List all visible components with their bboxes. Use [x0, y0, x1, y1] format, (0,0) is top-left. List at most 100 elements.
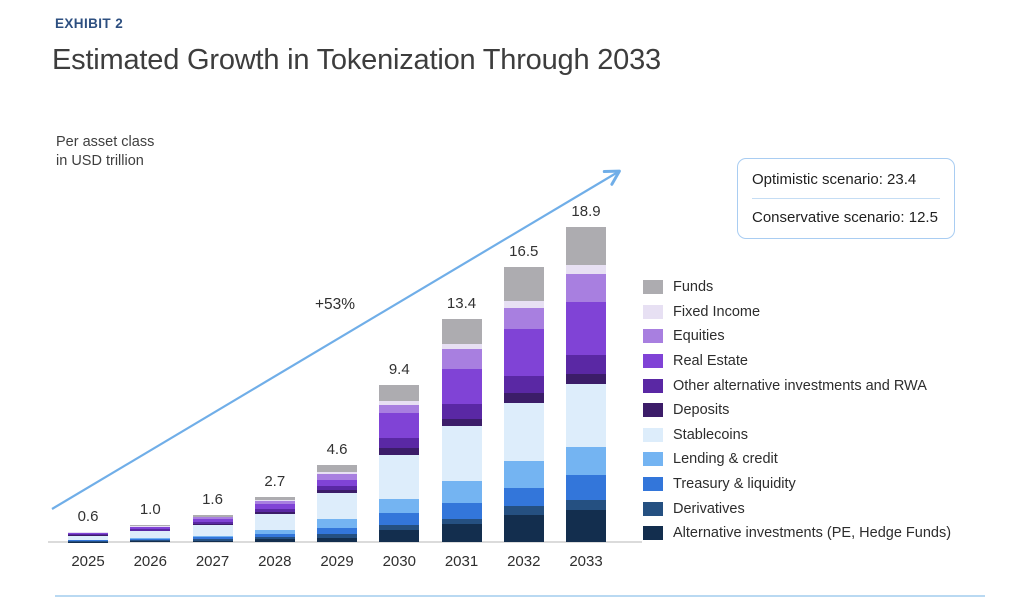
bar-segment-derivatives [503, 506, 544, 516]
bar-segment-lending-credit [441, 481, 482, 503]
legend-swatch-funds [643, 280, 663, 295]
exhibit-label: EXHIBIT 2 [55, 16, 124, 31]
legend-label-real-estate: Real Estate [673, 353, 748, 370]
bar-segment-equities [254, 501, 295, 504]
bar-segment-real-estate [379, 412, 420, 438]
bar-segment-lending-credit [254, 530, 295, 535]
bar-segment-fixed-income [441, 344, 482, 350]
bar-segment-alternative-investments-pe-hedge-funds [379, 530, 420, 542]
bar-segment-deposits [254, 512, 295, 514]
bar-segment-other-alternative-investments-and-rwa [566, 355, 606, 374]
legend-item-deposits: Deposits [643, 398, 951, 423]
bar-segment-funds [130, 525, 171, 527]
x-axis-baseline [48, 541, 642, 543]
legend-item-other-alternative-investments-and-rwa: Other alternative investments and RWA [643, 373, 951, 398]
growth-percent-label: +53% [314, 296, 356, 313]
bar-total-label-2030: 9.4 [388, 361, 410, 379]
page-title: Estimated Growth in Tokenization Through… [52, 44, 661, 76]
bar-segment-deposits [566, 373, 606, 384]
bar-segment-treasury-liquidity [130, 539, 171, 541]
x-axis-label-2029: 2029 [320, 553, 354, 570]
bar-total-label-2028: 2.7 [264, 472, 286, 490]
bar-2030 [379, 385, 420, 542]
bar-segment-derivatives [130, 540, 171, 542]
bar-segment-deposits [130, 530, 171, 532]
bar-segment-other-alternative-investments-and-rwa [441, 404, 482, 419]
bar-segment-deposits [192, 523, 233, 525]
bar-segment-stablecoins [503, 402, 544, 462]
bar-segment-treasury-liquidity [254, 534, 295, 538]
legend-item-fixed-income: Fixed Income [643, 300, 951, 325]
bar-segment-treasury-liquidity [379, 512, 420, 526]
bar-segment-fixed-income [192, 516, 233, 518]
bar-segment-derivatives [566, 500, 606, 511]
bar-segment-other-alternative-investments-and-rwa [68, 534, 108, 536]
x-axis-label-2030: 2030 [382, 553, 416, 570]
bar-2026 [130, 525, 171, 542]
axis-unit-note: Per asset class in USD trillion [56, 133, 154, 171]
bar-segment-real-estate [130, 527, 171, 530]
bar-segment-stablecoins [130, 531, 171, 539]
bar-segment-alternative-investments-pe-hedge-funds [254, 539, 295, 542]
legend-swatch-lending-credit [643, 452, 663, 467]
bar-segment-fixed-income [130, 526, 171, 527]
legend-label-fixed-income: Fixed Income [673, 303, 761, 320]
bar-segment-funds [192, 515, 233, 517]
bar-2025 [68, 531, 108, 542]
bar-2032 [503, 266, 544, 542]
legend-label-stablecoins: Stablecoins [673, 426, 748, 443]
optimistic-scenario-text: Optimistic scenario: 23.4 [752, 171, 917, 188]
bar-total-label-2026: 1.0 [139, 501, 161, 519]
legend-item-real-estate: Real Estate [643, 349, 951, 374]
bottom-divider [55, 595, 985, 597]
legend-item-funds: Funds [643, 275, 951, 300]
bar-segment-equities [68, 532, 108, 534]
bar-segment-other-alternative-investments-and-rwa [130, 529, 171, 531]
bar-segment-lending-credit [317, 519, 357, 528]
legend-label-funds: Funds [673, 279, 714, 296]
legend-label-alternative-investments-pe-hedge-funds: Alternative investments (PE, Hedge Funds… [673, 525, 952, 542]
bar-segment-deposits [441, 418, 482, 427]
bar-total-label-2027: 1.6 [202, 491, 223, 509]
bar-segment-lending-credit [68, 539, 108, 541]
legend-item-derivatives: Derivatives [643, 496, 951, 521]
bar-segment-lending-credit [379, 498, 420, 513]
bar-segment-funds [317, 465, 357, 472]
bar-total-label-2025: 0.6 [77, 507, 99, 525]
bar-segment-deposits [317, 490, 357, 493]
bar-segment-equities [441, 349, 482, 370]
bar-segment-derivatives [68, 541, 108, 542]
bar-segment-real-estate [317, 480, 357, 487]
x-axis-label-2026: 2026 [133, 553, 167, 570]
bar-segment-alternative-investments-pe-hedge-funds [441, 523, 482, 542]
legend-swatch-treasury-liquidity [643, 477, 663, 492]
bar-segment-treasury-liquidity [441, 502, 482, 519]
bar-segment-stablecoins [441, 426, 482, 482]
bar-segment-deposits [503, 392, 544, 403]
bar-segment-funds [379, 385, 420, 402]
legend-label-derivatives: Derivatives [673, 500, 745, 517]
legend-label-treasury-liquidity: Treasury & liquidity [673, 476, 796, 493]
bar-total-label-2031: 13.4 [446, 294, 477, 312]
bar-segment-other-alternative-investments-and-rwa [192, 521, 233, 524]
bar-segment-other-alternative-investments-and-rwa [254, 508, 295, 513]
bar-segment-equities [192, 517, 233, 519]
bar-segment-lending-credit [503, 461, 544, 488]
bar-total-label-2032: 16.5 [509, 242, 539, 260]
bar-segment-funds [566, 226, 606, 266]
bar-segment-other-alternative-investments-and-rwa [379, 437, 420, 448]
bar-segment-alternative-investments-pe-hedge-funds [503, 515, 544, 542]
bar-segment-fixed-income [503, 301, 544, 308]
bar-segment-derivatives [192, 539, 233, 541]
bar-segment-lending-credit [130, 538, 171, 540]
bar-segment-derivatives [254, 537, 295, 540]
bar-segment-treasury-liquidity [503, 487, 544, 507]
bar-segment-derivatives [441, 518, 482, 524]
legend-swatch-stablecoins [643, 427, 663, 442]
bar-segment-stablecoins [68, 535, 108, 540]
bar-segment-stablecoins [254, 513, 295, 531]
legend-item-lending-credit: Lending & credit [643, 447, 951, 472]
x-axis-label-2031: 2031 [444, 553, 479, 570]
bar-segment-lending-credit [192, 535, 233, 538]
